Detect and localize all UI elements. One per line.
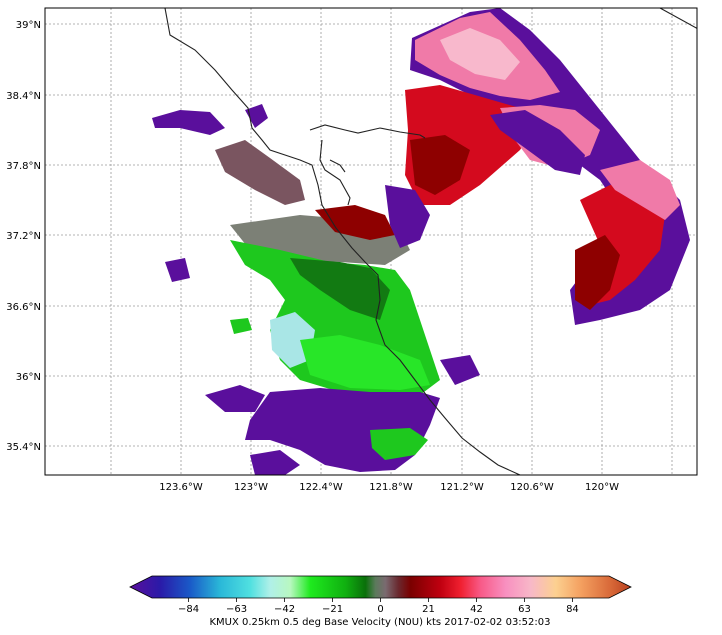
echo-purple-ssw (250, 450, 300, 475)
coastline-path (164, 8, 521, 475)
lat-tick-label: 39°N (16, 20, 41, 31)
echo-green-south (370, 428, 428, 460)
radar-velocity-echoes (152, 8, 690, 475)
colorbar-tick-label: −42 (274, 604, 295, 615)
colorbar-tick-label: 0 (377, 604, 383, 615)
lon-tick-label: 120.6°W (510, 482, 554, 493)
colorbar-tick-label: 63 (518, 604, 531, 615)
echo-darkred-south (575, 235, 620, 310)
colorbar-tick-label: 21 (422, 604, 435, 615)
echo-purple-nw (152, 110, 225, 135)
echo-green-w (230, 318, 252, 334)
echo-purple-sw (205, 385, 265, 412)
coastline (164, 8, 697, 475)
lon-tick-label: 120°W (585, 482, 619, 493)
echo-purple-nw2 (245, 104, 268, 128)
colorbar-ticks: −84 −63 −42 −21 0 21 42 63 84 (178, 598, 579, 615)
lon-tick-label: 121.2°W (440, 482, 484, 493)
echo-darkred-core (410, 135, 470, 195)
echo-pink-light (440, 28, 520, 80)
colorbar-tick-label: −21 (322, 604, 343, 615)
colorbar-tick-label: 84 (566, 604, 579, 615)
state-border (659, 8, 697, 29)
lat-tick-label: 38.4°N (6, 91, 41, 102)
colorbar-bar (129, 575, 632, 599)
echo-pink-east (600, 160, 680, 220)
echo-darkgreen-streak (290, 258, 390, 320)
echo-brightgreen (300, 335, 430, 390)
lon-tick-label: 123°W (234, 482, 268, 493)
echo-gray-streak (215, 140, 305, 205)
colorbar-tick-label: 42 (470, 604, 483, 615)
lat-tick-label: 37.8°N (6, 161, 41, 172)
lon-tick-label: 122.4°W (299, 482, 343, 493)
colorbar-tick-label: −63 (226, 604, 247, 615)
echo-darkred-center (315, 205, 395, 240)
echo-purple-diagonal (490, 110, 585, 175)
colorbar: −84 −63 −42 −21 0 21 42 63 84 KMUX 0.25km 0.5 de… (129, 575, 632, 628)
echo-purple-e (440, 355, 480, 385)
echo-purple-w (165, 258, 190, 282)
echo-purple-center (385, 185, 430, 248)
latitude-tick-labels: 39°N 38.4°N 37.8°N 37.2°N 36.6°N 36°N 35.4°N (6, 20, 41, 453)
lat-tick-label: 37.2°N (6, 231, 41, 242)
map-frame (44, 7, 698, 476)
colorbar-tick-label: −84 (178, 604, 199, 615)
longitude-tick-labels: 123.6°W 123°W 122.4°W 121.8°W 121.2°W 120.6°W… (159, 482, 619, 493)
colorbar-label: KMUX 0.25km 0.5 deg Base Velocity (N0U) … (209, 617, 550, 628)
bay-shore (309, 124, 426, 206)
lon-tick-label: 121.8°W (369, 482, 413, 493)
lat-tick-label: 36.6°N (6, 302, 41, 313)
lat-tick-label: 35.4°N (6, 442, 41, 453)
echo-lightcyan (270, 312, 315, 368)
lon-tick-label: 123.6°W (159, 482, 203, 493)
lat-tick-label: 36°N (16, 372, 41, 383)
